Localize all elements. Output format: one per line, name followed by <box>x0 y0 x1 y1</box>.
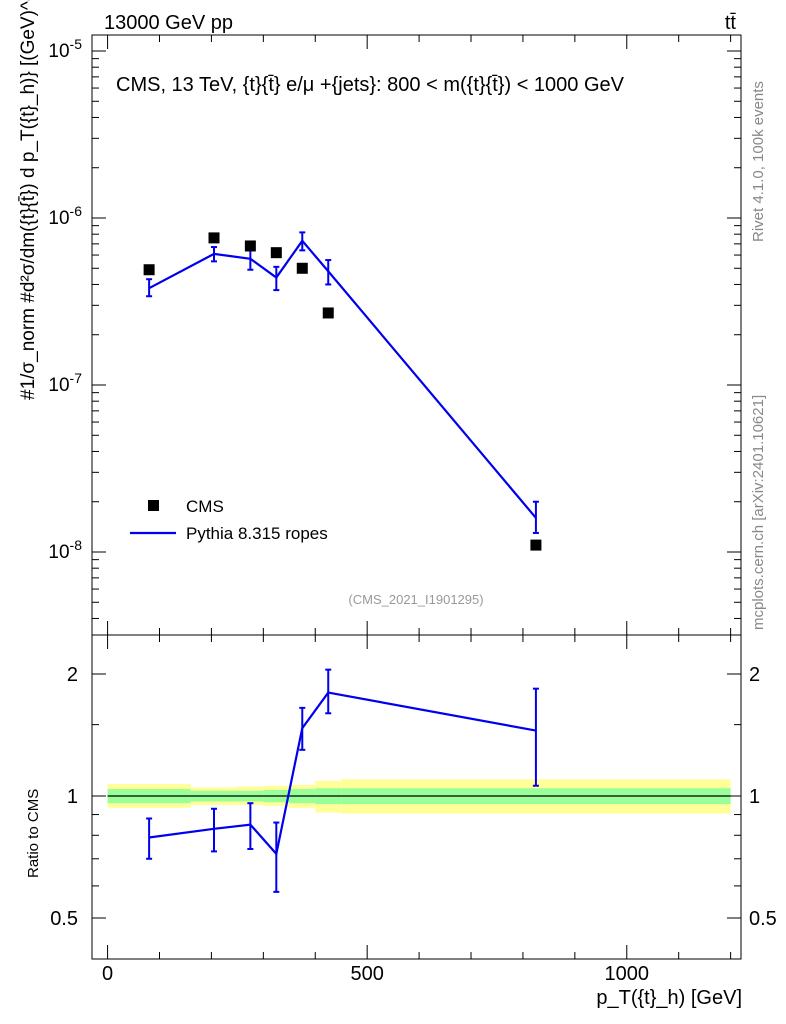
ratio-y-tick-label-right: 1 <box>749 786 760 808</box>
ratio-tick-labels: 0.5 0.5 1 1 2 2 0 500 1000 <box>50 664 777 985</box>
cms-data-point <box>143 264 155 276</box>
main-panel-frame <box>91 34 742 636</box>
header-right-label: tt̄ <box>725 12 737 34</box>
cms-data-point <box>270 247 282 259</box>
ratio-y-tick-label-left: 2 <box>67 664 78 686</box>
ratio-axis-ticks <box>92 635 741 959</box>
ratio-y-tick-label-right: 2 <box>749 664 760 686</box>
ratio-y-tick-label-right: 0.5 <box>749 908 777 930</box>
main-y-axis-label: #1/σ_norm #d²σ/dm({t}{t̄}) d p_T({t}_h)}… <box>18 0 39 400</box>
main-y-tick-labels: 10-8 10-7 10-6 10-5 <box>48 36 82 563</box>
cms-data-point <box>296 262 308 274</box>
legend-label-pythia: Pythia 8.315 ropes <box>186 524 328 543</box>
main-y-tick-label: 10-7 <box>48 370 82 396</box>
ratio-series-group <box>146 668 539 893</box>
ratio-y-tick-label-left: 0.5 <box>50 908 78 930</box>
cms-data-point <box>244 240 256 252</box>
analysis-label: (CMS_2021_I1901295) <box>348 592 483 607</box>
ratio-panel-frame <box>91 634 742 960</box>
main-y-tick-label: 10-6 <box>48 203 82 229</box>
x-axis-label: p_T({t}_h) [GeV] <box>596 987 742 1009</box>
ratio-y-axis-label: Ratio to CMS <box>25 789 42 878</box>
chart-title: CMS, 13 TeV, {t}{t̄} e/μ +{jets}: 800 < … <box>116 74 625 96</box>
legend: CMS Pythia 8.315 ropes <box>130 497 328 543</box>
main-series-group <box>143 231 542 551</box>
mcplots-label: mcplots.cern.ch [arXiv:2401.10621] <box>750 395 767 630</box>
cms-data-point <box>208 232 220 244</box>
ratio-panel: 0.5 0.5 1 1 2 2 0 500 1000 Ratio to CMS p_T({t}_… <box>25 634 777 1009</box>
legend-label-cms: CMS <box>186 497 224 516</box>
main-axis-ticks <box>92 35 741 635</box>
cms-data-point <box>530 539 542 551</box>
x-tick-label: 1000 <box>605 963 650 985</box>
main-y-tick-label: 10-8 <box>48 537 82 563</box>
ratio-line <box>148 691 537 857</box>
main-panel: 10-8 10-7 10-6 10-5 CMS, 13 TeV, {t}{t̄} e/… <box>18 0 742 636</box>
ratio-reference-bands <box>107 779 731 814</box>
ratio-y-tick-label-left: 1 <box>67 786 78 808</box>
main-y-tick-label: 10-5 <box>48 36 82 62</box>
header-left-label: 13000 GeV pp <box>104 12 233 34</box>
x-tick-label: 0 <box>102 963 113 985</box>
cms-data-point <box>322 307 334 319</box>
pythia-line <box>148 239 537 519</box>
legend-marker-cms <box>148 500 159 511</box>
rivet-version-label: Rivet 4.1.0, 100k events <box>750 81 767 242</box>
x-tick-label: 500 <box>350 963 383 985</box>
